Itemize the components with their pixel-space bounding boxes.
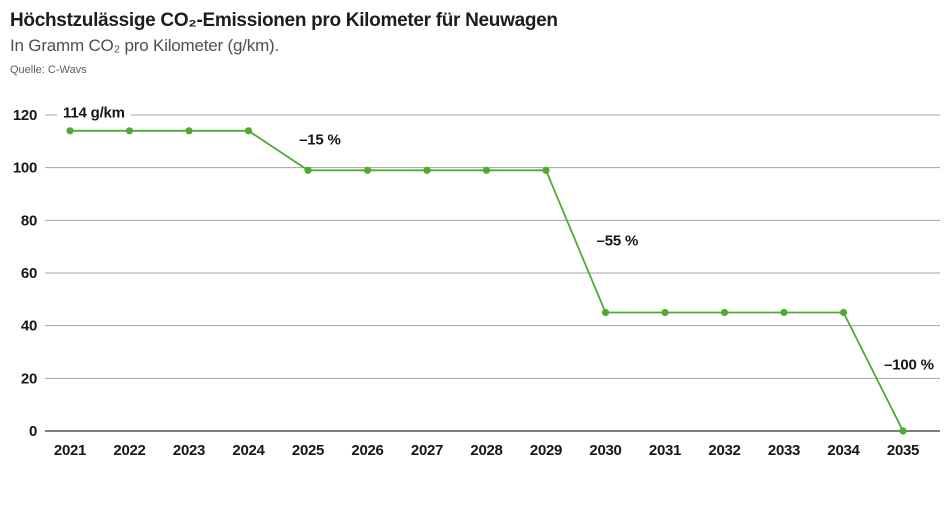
data-point [661, 308, 669, 317]
plot-svg: 0 20 40 60 80 100 120 2021 2022 2023 2024 2025 2026 2… [13, 107, 940, 459]
data-point [482, 166, 491, 174]
x-tick-label: 2027 [411, 442, 443, 459]
x-tick-label: 2031 [649, 442, 681, 459]
x-tick-label: 2029 [530, 442, 562, 459]
line-chart: 0 20 40 60 80 100 120 2021 2022 2023 2024 2025 2026 2… [0, 95, 945, 485]
y-tick-label: 60 [21, 265, 37, 282]
data-point [363, 166, 372, 174]
chart-source: Quelle: C-Wavs [10, 64, 87, 76]
x-tick-label: 2025 [292, 442, 324, 459]
data-point [720, 308, 729, 317]
y-tick-label: 0 [29, 423, 37, 440]
y-tick-label: 80 [21, 212, 37, 229]
x-tick-label: 2026 [351, 442, 383, 459]
data-point [304, 166, 312, 174]
y-tick-label: 100 [13, 160, 37, 177]
y-tick-label: 120 [13, 107, 37, 124]
data-point [839, 308, 848, 317]
data-point [601, 308, 610, 317]
data-point [185, 127, 193, 135]
x-tick-label: 2035 [887, 442, 919, 459]
x-tick-label: 2030 [589, 442, 621, 459]
data-point [423, 166, 431, 174]
x-tick-label: 2033 [768, 442, 800, 459]
data-point [125, 127, 134, 135]
data-point [899, 427, 907, 435]
x-tick-label: 2028 [470, 442, 502, 459]
x-tick-label: 2034 [827, 442, 860, 459]
x-tick-label: 2024 [232, 442, 265, 459]
annotation: –15 % [299, 131, 341, 149]
annotation: –100 % [884, 356, 934, 374]
x-tick-label: 2023 [173, 442, 205, 459]
data-point [542, 166, 550, 174]
x-tick-label: 2022 [113, 442, 145, 459]
annotation: 114 g/km [57, 103, 131, 123]
data-point [780, 308, 788, 317]
chart-subtitle: In Gramm CO₂ pro Kilometer (g/km). [10, 36, 280, 55]
data-point [66, 127, 74, 135]
y-tick-label: 20 [21, 370, 37, 387]
x-tick-label: 2021 [54, 442, 86, 459]
y-tick-label: 40 [21, 318, 37, 335]
x-tick-label: 2032 [708, 442, 740, 459]
data-point [244, 127, 253, 135]
annotation: –55 % [596, 232, 639, 250]
emissions-line [69, 129, 904, 432]
chart-title: Höchstzulässige CO₂-Emissionen pro Kilom… [10, 10, 558, 31]
